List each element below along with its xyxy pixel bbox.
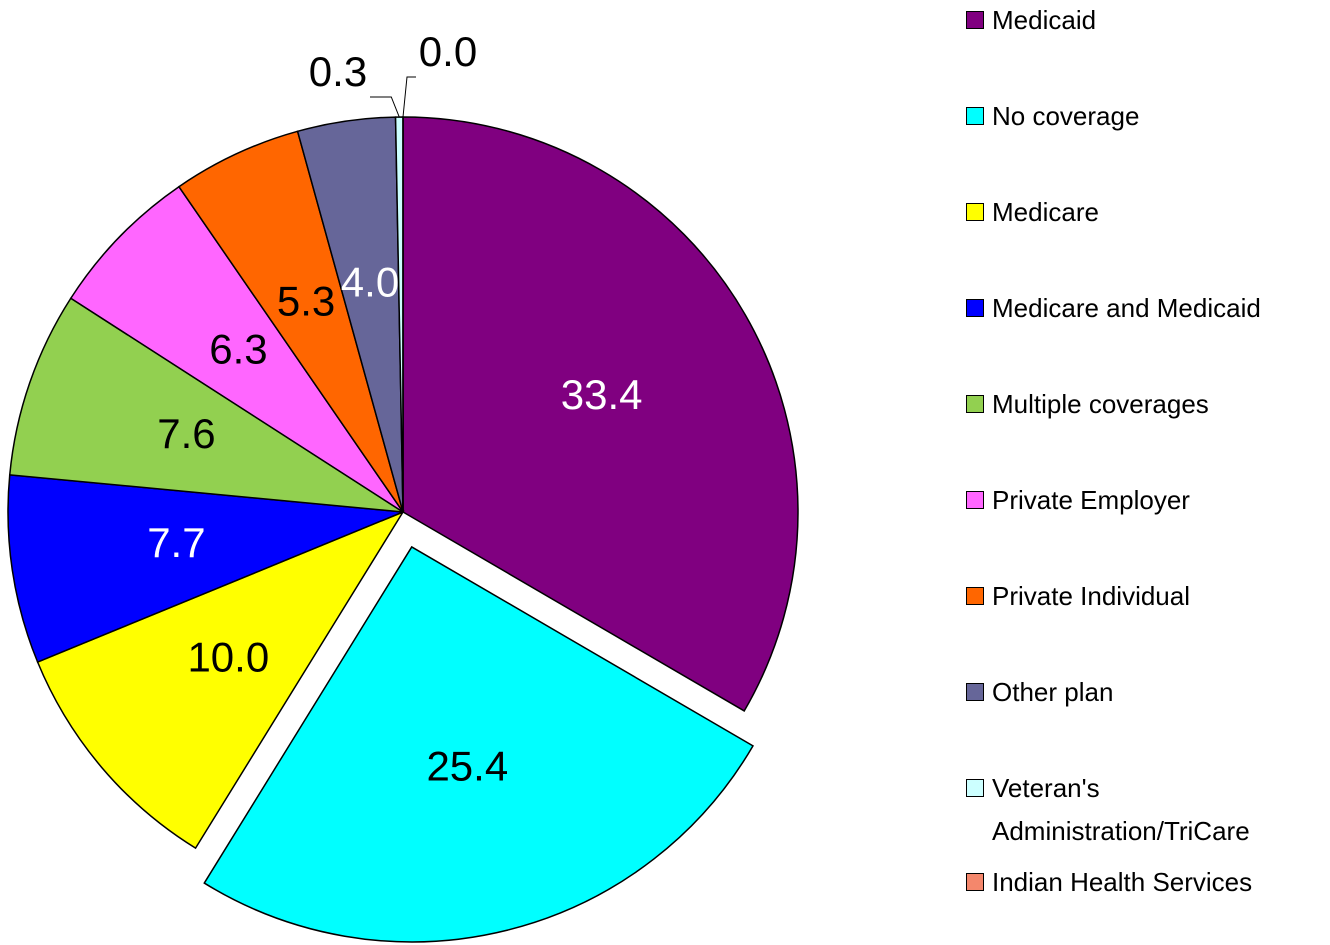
legend-item: Medicaid [966, 0, 1327, 42]
legend-swatch [966, 395, 984, 413]
legend-label: No coverage [992, 101, 1140, 131]
legend-item: Medicare and Medicaid [966, 287, 1327, 330]
data-label: 5.3 [277, 277, 335, 324]
legend-item: Private Employer [966, 479, 1327, 522]
data-label: 6.3 [209, 326, 267, 373]
legend-label: Private Employer [992, 485, 1190, 515]
data-label: 4.0 [341, 258, 399, 305]
leader-line [370, 96, 400, 118]
pie-slice [36, 510, 405, 850]
pie-slice [7, 474, 404, 663]
legend-swatch [966, 491, 984, 509]
legend-swatch [966, 587, 984, 605]
legend-swatch [966, 779, 984, 797]
legend-label: Medicare [992, 197, 1099, 227]
data-label: 7.7 [147, 519, 205, 566]
data-label: 25.4 [426, 742, 508, 789]
legend-swatch [966, 873, 984, 891]
legend-item: Medicare [966, 191, 1327, 234]
legend-label: Veteran's Administration/TriCare [992, 773, 1250, 846]
legend-swatch [966, 11, 984, 29]
legend-swatch [966, 203, 984, 221]
legend-item: No coverage [966, 95, 1327, 138]
chart: 33.4 25.4 10.0 7.7 7.6 6.35.3 4.0 0.3 0.0 [7, 28, 799, 943]
legend: Medicaid No coverage Medicare Medicare and … [966, 0, 1330, 945]
pie-slice [402, 116, 799, 712]
legend-label: Multiple coverages [992, 389, 1209, 419]
data-label: 0.3 [309, 48, 367, 95]
legend-label: Medicaid [992, 5, 1097, 35]
legend-item: Multiple coverages [966, 383, 1327, 426]
legend-label: Medicare and Medicaid [992, 293, 1261, 323]
legend-swatch [966, 107, 984, 125]
data-label: 10.0 [187, 633, 269, 680]
pie-slice [8, 297, 404, 513]
legend-item: Veteran's Administration/TriCare [966, 767, 1327, 853]
pie-slice [69, 185, 404, 513]
legend-item: Indian Health Services [966, 861, 1327, 904]
leader-line [402, 76, 416, 118]
legend-swatch [966, 299, 984, 317]
data-label: 0.0 [419, 28, 477, 75]
legend-label: Other plan [992, 677, 1114, 707]
pie-slice [203, 545, 755, 943]
legend-item: Private Individual [966, 575, 1327, 618]
data-label: 33.4 [561, 371, 643, 418]
legend-label: Indian Health Services [992, 867, 1253, 897]
legend-label: Private Individual [992, 581, 1190, 611]
legend-item: Other plan [966, 671, 1327, 714]
legend-swatch [966, 683, 984, 701]
data-label: 7.6 [157, 410, 215, 457]
